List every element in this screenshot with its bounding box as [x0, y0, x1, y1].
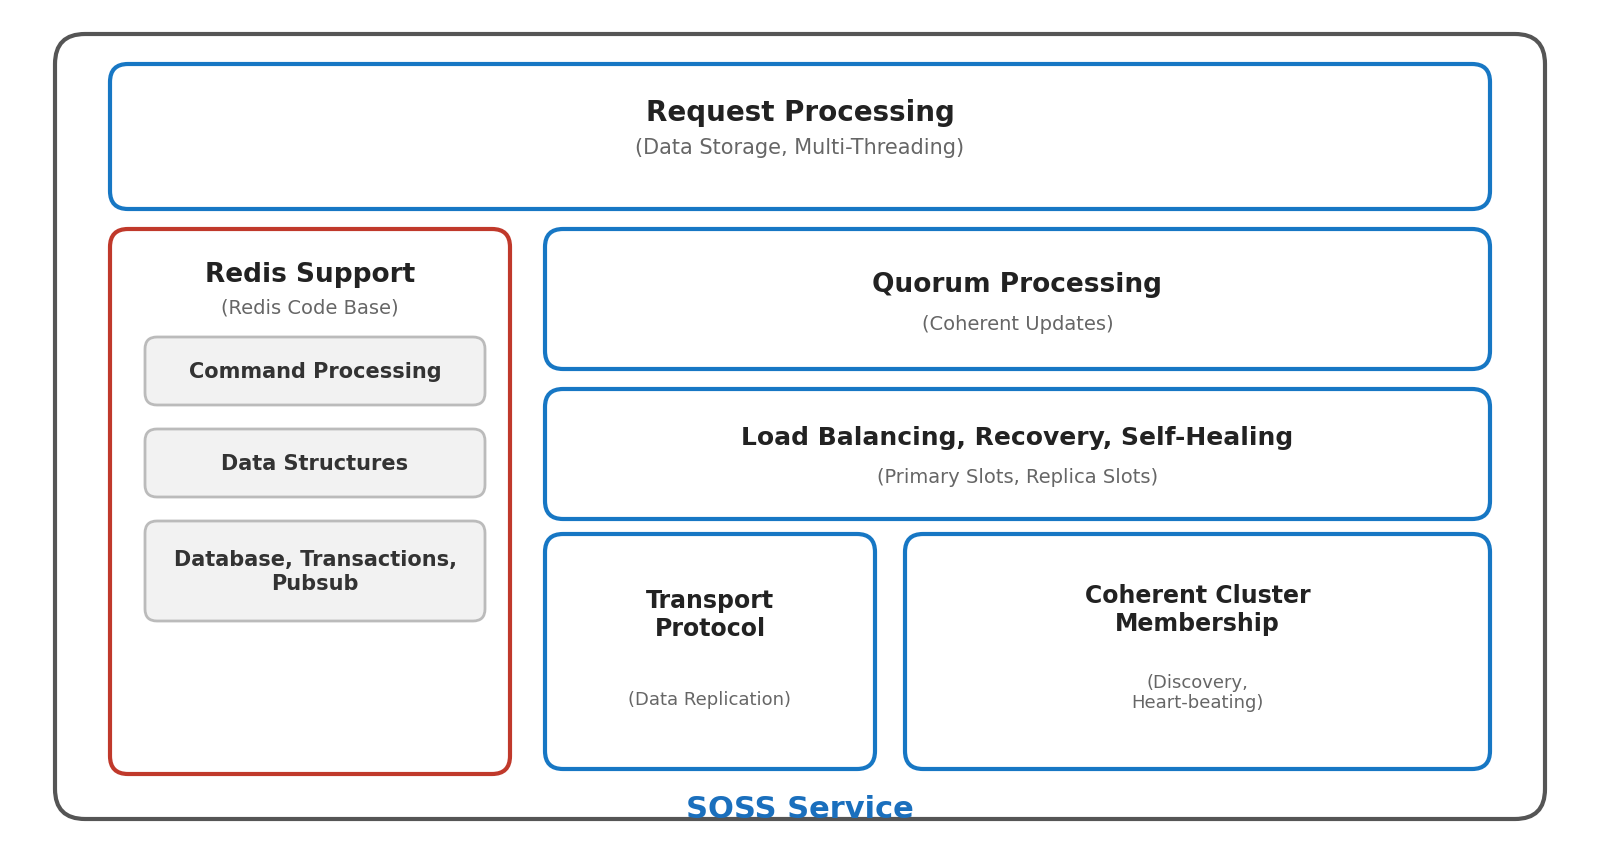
FancyBboxPatch shape: [146, 430, 485, 498]
Text: SOSS Service: SOSS Service: [686, 795, 914, 823]
Text: Request Processing: Request Processing: [645, 99, 955, 127]
Text: (Data Replication): (Data Replication): [629, 691, 792, 709]
FancyBboxPatch shape: [546, 535, 875, 769]
Text: Redis Support: Redis Support: [205, 262, 414, 288]
Text: Quorum Processing: Quorum Processing: [872, 272, 1163, 298]
FancyBboxPatch shape: [546, 389, 1490, 519]
FancyBboxPatch shape: [146, 522, 485, 622]
Text: (Primary Slots, Replica Slots): (Primary Slots, Replica Slots): [877, 468, 1158, 487]
FancyBboxPatch shape: [54, 35, 1546, 819]
Text: Command Processing: Command Processing: [189, 362, 442, 381]
FancyBboxPatch shape: [110, 230, 510, 774]
Text: Database, Transactions,
Pubsub: Database, Transactions, Pubsub: [173, 550, 456, 593]
Text: Data Structures: Data Structures: [221, 454, 408, 474]
Text: Coherent Cluster
Membership: Coherent Cluster Membership: [1085, 584, 1310, 635]
FancyBboxPatch shape: [146, 338, 485, 406]
Text: (Data Storage, Multi-Threading): (Data Storage, Multi-Threading): [635, 138, 965, 158]
FancyBboxPatch shape: [546, 230, 1490, 369]
Text: Load Balancing, Recovery, Self-Healing: Load Balancing, Recovery, Self-Healing: [741, 425, 1294, 449]
FancyBboxPatch shape: [110, 65, 1490, 210]
FancyBboxPatch shape: [906, 535, 1490, 769]
Text: (Redis Code Base): (Redis Code Base): [221, 298, 398, 317]
Text: Transport
Protocol: Transport Protocol: [646, 588, 774, 641]
Text: (Discovery,
Heart-beating): (Discovery, Heart-beating): [1131, 672, 1264, 711]
Text: (Coherent Updates): (Coherent Updates): [922, 315, 1114, 334]
